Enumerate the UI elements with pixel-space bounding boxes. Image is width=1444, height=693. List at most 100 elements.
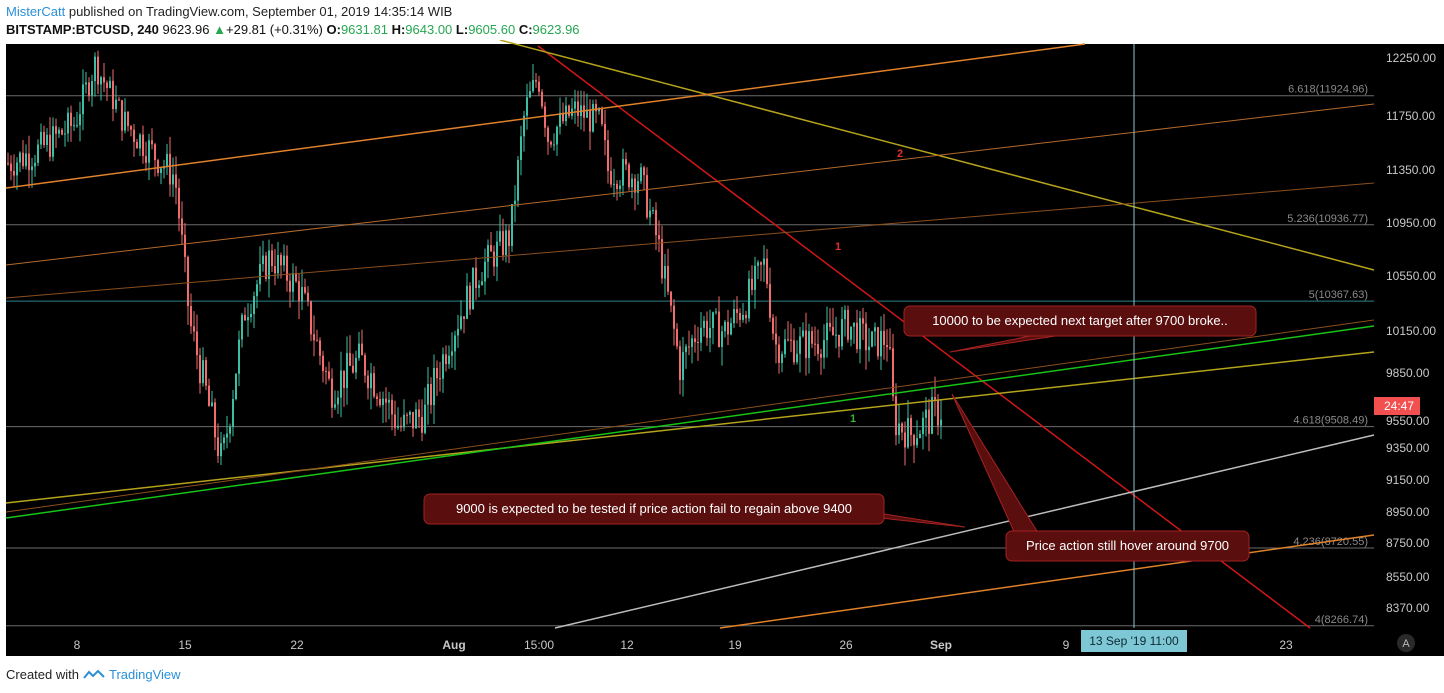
candle-body: [718, 311, 720, 347]
candle-body: [334, 404, 336, 408]
candle-body: [349, 353, 351, 366]
candle-body: [169, 153, 171, 185]
candle-body: [775, 333, 777, 345]
candle-body: [556, 126, 558, 145]
candle-body: [463, 316, 465, 319]
candle-body: [646, 175, 648, 218]
time-tick-label: 15: [178, 638, 192, 652]
time-tick-label: Aug: [442, 638, 465, 652]
candle-body: [733, 309, 735, 324]
candle-body: [484, 261, 486, 282]
change-value: +29.81 (+0.31%): [226, 22, 323, 37]
candle-body: [667, 265, 669, 292]
candle-body: [709, 327, 711, 338]
candle-body: [874, 327, 876, 332]
auto-scale-label: A: [1402, 638, 1410, 650]
candle-body: [730, 323, 732, 335]
candle-body: [415, 409, 417, 429]
candle-body: [475, 267, 477, 289]
fib-levels: 6.618(11924.96) 5.236(10936.77) 5(10367.63…: [6, 84, 1374, 627]
candle-body: [340, 370, 342, 398]
candle-body: [238, 339, 240, 374]
candle-body: [427, 384, 429, 405]
candle-body: [298, 281, 300, 302]
candle-body: [517, 159, 519, 201]
tradingview-link[interactable]: TradingView: [108, 667, 181, 682]
candle-body: [913, 434, 915, 446]
candle-body: [94, 56, 96, 82]
trend-green-support: [5, 325, 1375, 519]
candle-body: [727, 321, 729, 335]
candle-body: [352, 365, 354, 373]
candle-body: [178, 187, 180, 219]
fib-label: 5.236(10936.77): [1287, 213, 1368, 225]
candle-body: [82, 84, 84, 115]
candle-body: [319, 340, 321, 356]
candle-body: [175, 174, 177, 188]
price-tick-label: 8370.00: [1386, 601, 1430, 615]
candle-body: [76, 125, 78, 127]
candle-body: [157, 160, 159, 173]
candle-body: [865, 323, 867, 351]
annotation-box: [423, 493, 885, 525]
candle-body: [205, 360, 207, 386]
candle-body: [658, 235, 660, 240]
candle-body: [877, 327, 879, 357]
candle-body: [805, 330, 807, 359]
trend-orange-channel-bottom: [719, 534, 1375, 629]
candle-body: [823, 340, 825, 358]
candle-body: [856, 322, 858, 350]
candle-body: [202, 360, 204, 384]
candle-body: [211, 402, 213, 407]
candle-body: [19, 152, 21, 163]
crosshair-date-tag: [1081, 630, 1187, 652]
created-with-text: Created with: [6, 667, 79, 682]
price-chart[interactable]: 6.618(11924.96) 5.236(10936.77) 5(10367.63…: [0, 40, 1444, 658]
candle-body: [862, 318, 864, 324]
candle-body: [895, 396, 897, 436]
candle-body: [46, 134, 48, 146]
candle-body: [844, 309, 846, 320]
fib-label: 5(10367.63): [1309, 289, 1368, 301]
price-tick-label: 10550.00: [1386, 269, 1436, 283]
time-tick-label: 26: [839, 638, 853, 652]
fib-label: 4(8266.74): [1315, 614, 1368, 626]
candle-body: [898, 423, 900, 436]
candle-body: [769, 284, 771, 318]
candle-body: [562, 112, 564, 122]
candle-body: [106, 82, 108, 88]
author-link[interactable]: MisterCatt: [6, 4, 66, 19]
time-tick-label: Sep: [930, 638, 952, 652]
candle-body: [676, 328, 678, 347]
candle-body: [613, 183, 615, 185]
candle-body: [136, 141, 138, 149]
candle-body: [691, 338, 693, 347]
price-tick-label: 12250.00: [1386, 51, 1436, 65]
candle-body: [859, 318, 861, 350]
candle-body: [187, 256, 189, 307]
candle-body: [31, 166, 33, 171]
candle-body: [871, 331, 873, 347]
candle-body: [196, 331, 198, 356]
candle-body: [514, 200, 516, 204]
candle-body: [649, 210, 651, 218]
candle-body: [85, 82, 87, 85]
time-tick-label: 9: [1063, 638, 1070, 652]
price-tick-label: 10950.00: [1386, 216, 1436, 230]
candle-body: [307, 292, 309, 302]
candle-body: [310, 301, 312, 335]
candle-body: [304, 287, 306, 293]
candle-body: [10, 163, 12, 171]
candle-body: [190, 306, 192, 327]
candle-body: [850, 326, 852, 340]
annotation-text: 9000 is expected to be tested if price a…: [456, 501, 852, 516]
candle-body: [256, 284, 258, 297]
candle-body: [511, 203, 513, 246]
candle-body: [394, 414, 396, 428]
candle-body: [421, 416, 423, 433]
candle-body: [616, 183, 618, 189]
candle-body: [754, 265, 756, 290]
candle-body: [721, 331, 723, 347]
candle-body: [553, 144, 555, 146]
